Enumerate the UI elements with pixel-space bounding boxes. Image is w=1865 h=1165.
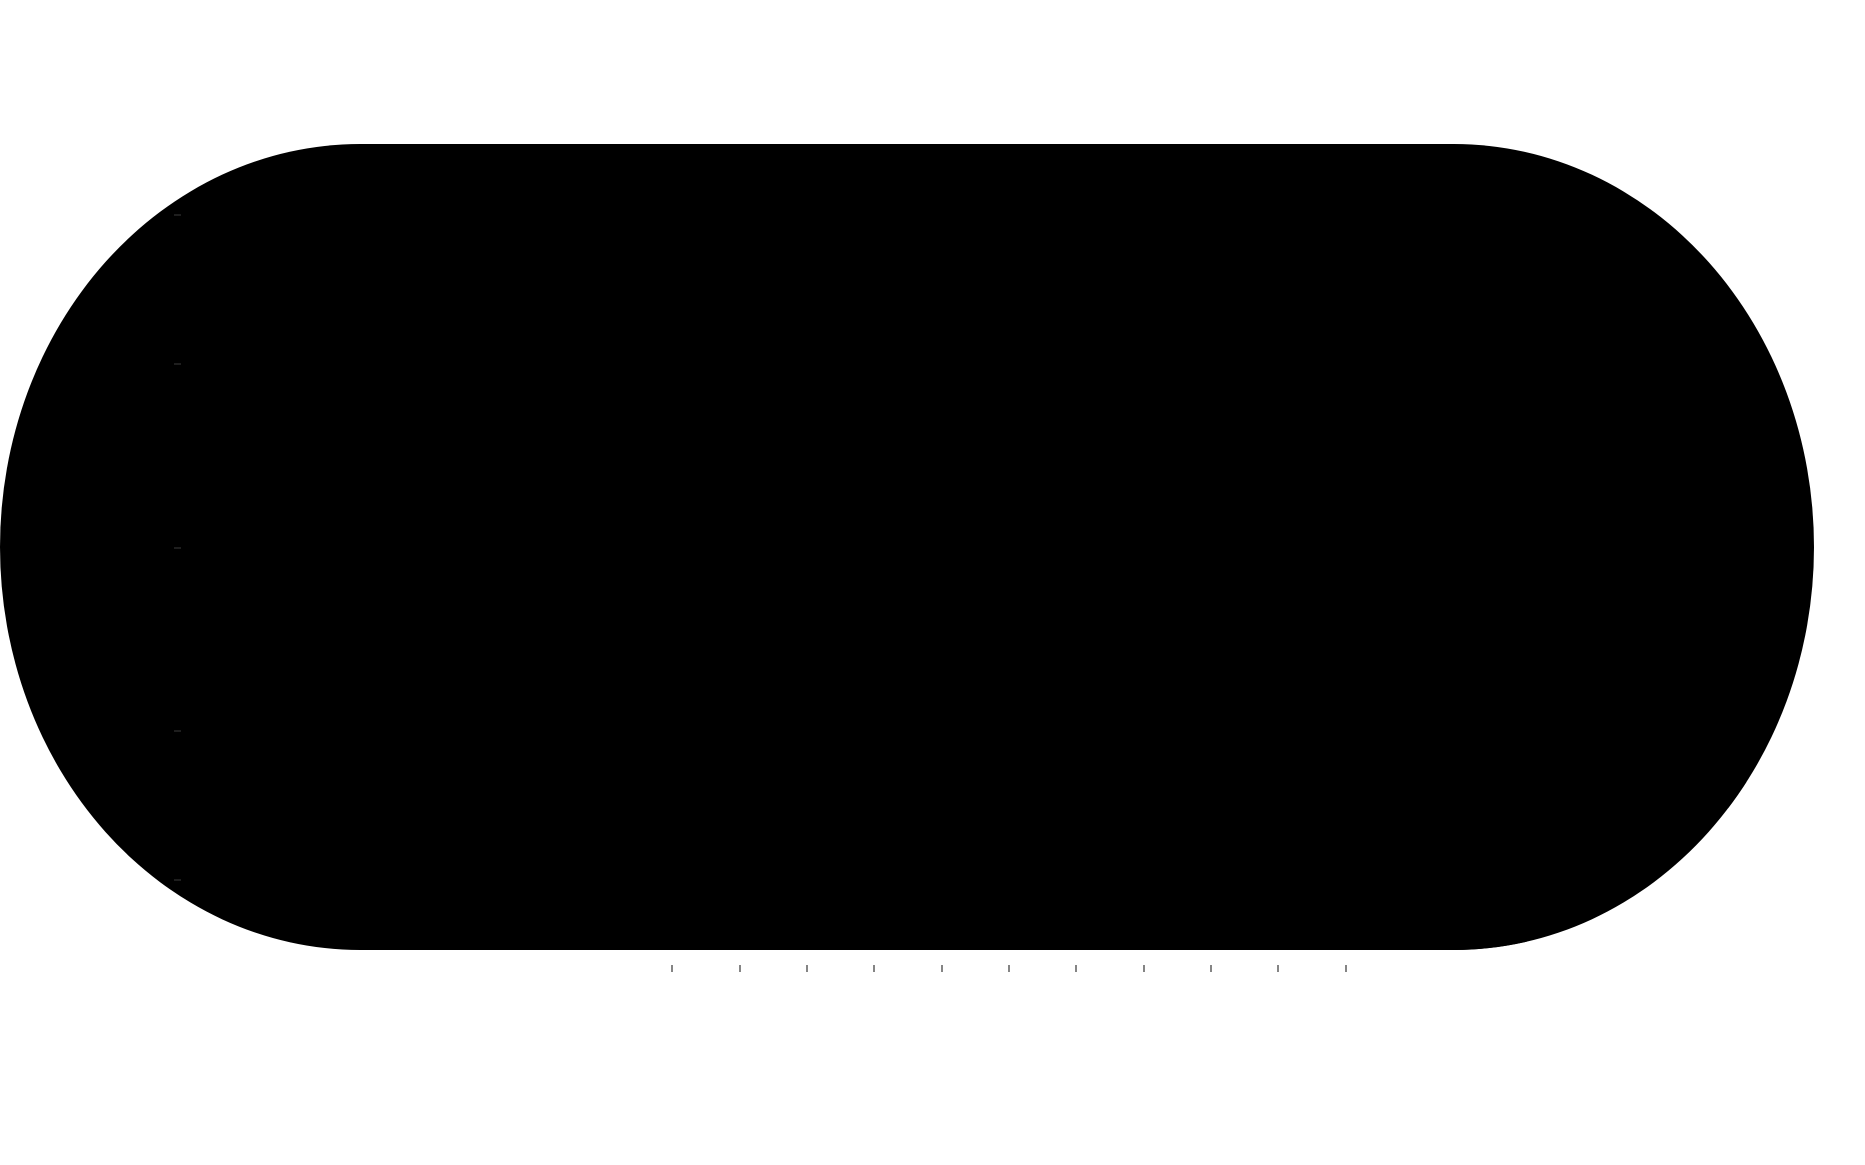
occurrence-china [1450,310,1540,430]
occurrence-south-america-south [705,615,790,850]
latitude-axis [174,214,181,881]
occurrence-new-zealand [1660,780,1730,820]
occurrence-major-areas [520,220,1730,850]
occurrence-europe [985,220,1125,305]
occurrence-japan-korea [1510,300,1585,345]
occurrence-australia [1495,625,1672,805]
asia-land [1120,160,1620,470]
occurrence-india [1325,390,1395,505]
occurrence-indonesia [1540,545,1680,590]
occurrence-caribbean [652,370,695,422]
occurrence-middle-east [1190,285,1225,360]
occurrence-southeast-asia [1440,430,1485,575]
africa-land [935,330,1200,750]
legend [357,608,390,641]
new-zealand-land [1690,780,1755,830]
southeast-asia-islands-land [1440,475,1700,580]
occurrence-amazon [660,478,855,595]
arabia-land [1150,340,1260,430]
greenland-land [700,150,830,215]
madagascar-land [1205,630,1235,700]
longitude-axis [671,965,1347,972]
occurrence-mexico [545,380,630,460]
occurrence-north-america [610,260,755,365]
legend-swatch-major [357,608,390,641]
australia-land [1495,610,1700,790]
occurrence-western-us [520,285,610,335]
antarctica-land [600,910,1540,950]
land-masses [420,150,1755,950]
